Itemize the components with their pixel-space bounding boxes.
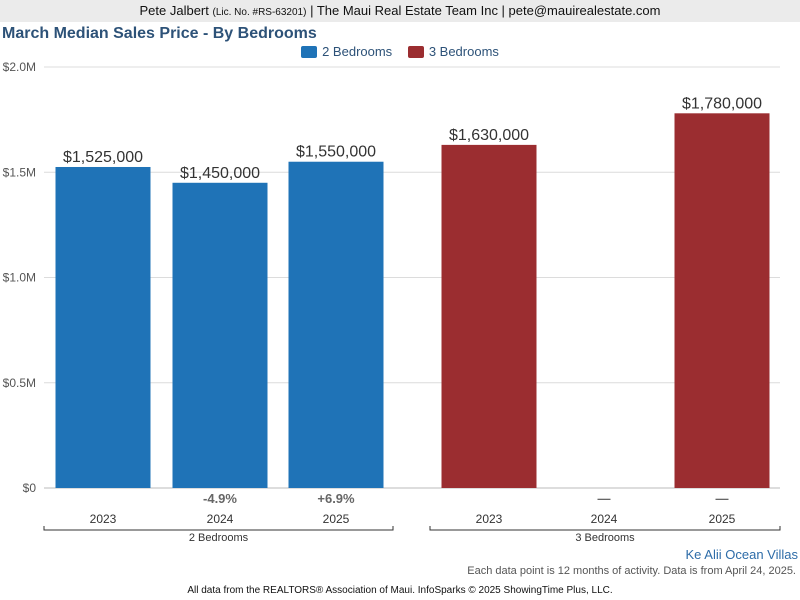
x-tick-label: 2025 — [323, 512, 350, 526]
x-tick-label: 2025 — [709, 512, 736, 526]
chart-title: March Median Sales Price - By Bedrooms — [2, 25, 317, 42]
chart-legend: 2 Bedrooms 3 Bedrooms — [0, 44, 800, 61]
legend-label-3-bedrooms: 3 Bedrooms — [428, 44, 499, 59]
agent-license: (Lic. No. #RS-63201) — [212, 7, 307, 18]
y-tick-label: $0.5M — [3, 376, 36, 390]
bar-value-label: $1,525,000 — [63, 149, 143, 166]
bar-value-label: $1,780,000 — [682, 95, 762, 112]
bar-2-bedrooms-2025 — [288, 161, 384, 488]
legend-swatch-2-bedrooms — [301, 45, 318, 58]
legend-label-2-bedrooms: 2 Bedrooms — [322, 44, 393, 59]
y-tick-label: $1.0M — [3, 271, 36, 285]
x-tick-label: 2023 — [90, 512, 117, 526]
group-bracket — [43, 526, 394, 531]
y-tick-label: $1.5M — [3, 165, 36, 179]
group-label: 2 Bedrooms — [189, 532, 249, 544]
bar-3-bedrooms-2025 — [674, 113, 770, 488]
bar-3-bedrooms-2023 — [441, 144, 537, 488]
group-label: 3 Bedrooms — [575, 532, 635, 544]
x-tick-label: 2024 — [591, 512, 618, 526]
legend-swatch-3-bedrooms — [407, 45, 424, 58]
bar-value-label: $1,450,000 — [180, 165, 260, 182]
change-label: +6.9% — [317, 491, 355, 506]
y-tick-label: $2.0M — [3, 60, 36, 74]
change-label: -4.9% — [203, 491, 237, 506]
agent-header: Pete Jalbert (Lic. No. #RS-63201) | The … — [0, 0, 800, 22]
data-source: All data from the REALTORS® Association … — [187, 585, 613, 596]
data-footnote: Each data point is 12 months of activity… — [467, 565, 796, 577]
bar-value-label: $1,630,000 — [449, 127, 529, 144]
x-tick-label: 2023 — [476, 512, 503, 526]
agent-contact: | The Maui Real Estate Team Inc | pete@m… — [310, 3, 661, 18]
bar-2-bedrooms-2024 — [172, 182, 268, 488]
x-tick-label: 2024 — [207, 512, 234, 526]
locale-label: Ke Alii Ocean Villas — [685, 547, 799, 562]
legend-item-2-bedrooms[interactable]: 2 Bedrooms — [301, 44, 392, 59]
bar-value-label: $1,550,000 — [296, 144, 376, 161]
group-bracket — [429, 526, 781, 531]
bar-2-bedrooms-2023 — [55, 166, 151, 489]
change-label: — — [716, 491, 729, 506]
agent-name: Pete Jalbert — [139, 3, 209, 18]
change-label: — — [598, 491, 611, 506]
legend-item-3-bedrooms[interactable]: 3 Bedrooms — [407, 44, 499, 59]
y-tick-label: $0 — [23, 481, 37, 495]
